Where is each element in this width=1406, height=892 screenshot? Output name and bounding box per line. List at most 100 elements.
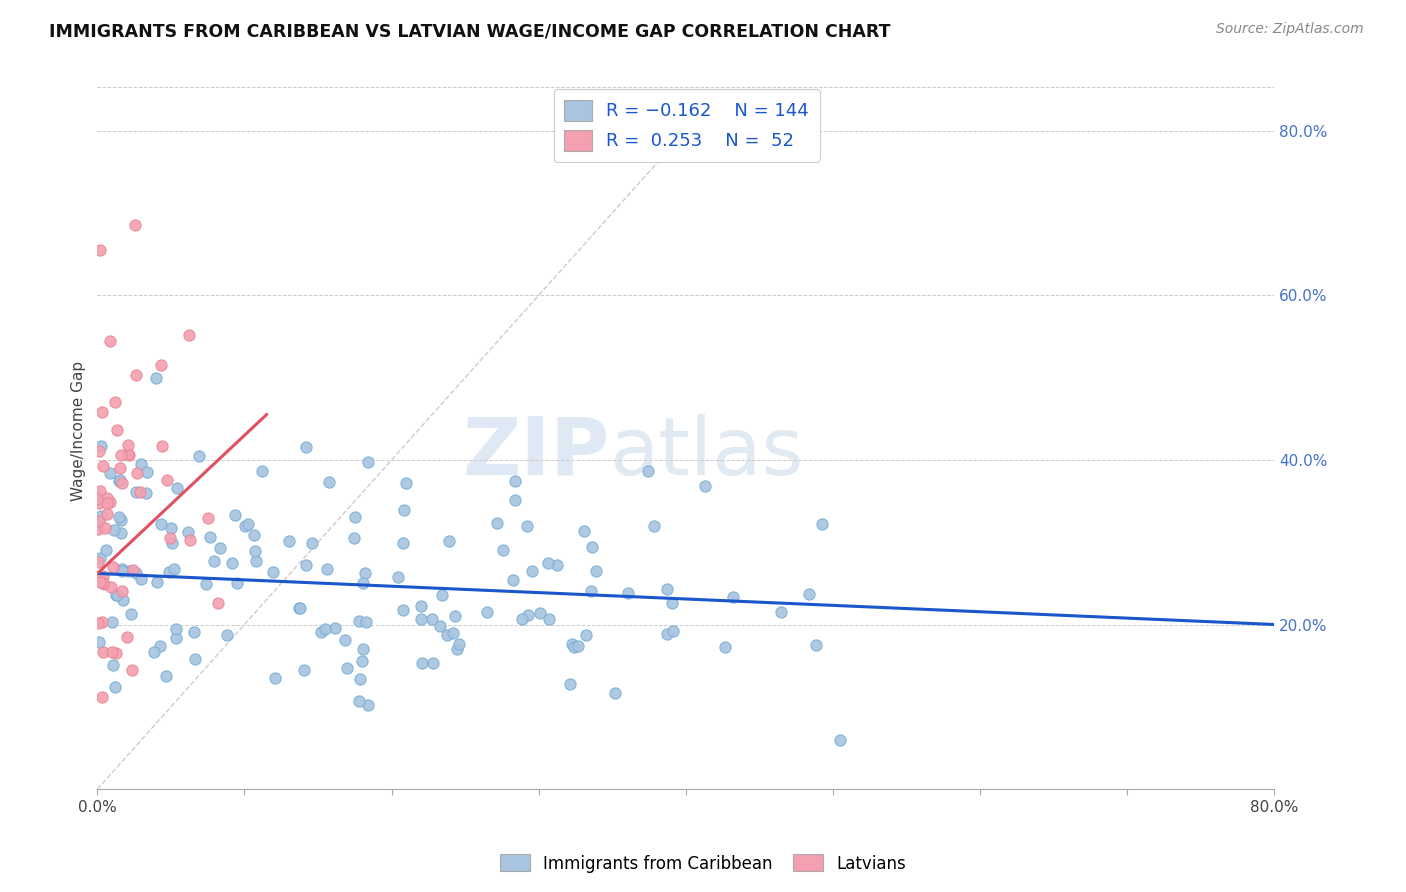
Point	[806, 638, 828, 652]
Point	[661, 624, 683, 639]
Point	[110, 448, 132, 462]
Point	[567, 639, 589, 653]
Point	[263, 671, 285, 685]
Point	[301, 536, 323, 550]
Point	[357, 698, 380, 713]
Point	[128, 484, 150, 499]
Point	[177, 328, 200, 343]
Point	[110, 513, 132, 527]
Point	[520, 564, 543, 578]
Point	[125, 466, 148, 480]
Point	[89, 551, 111, 566]
Point	[295, 558, 318, 573]
Point	[585, 564, 607, 578]
Point	[560, 677, 582, 691]
Point	[105, 423, 128, 437]
Point	[104, 588, 127, 602]
Point	[111, 475, 134, 490]
Point	[111, 584, 134, 599]
Point	[155, 473, 177, 487]
Point	[122, 563, 145, 577]
Point	[572, 524, 595, 538]
Point	[637, 464, 659, 478]
Point	[422, 657, 444, 671]
Point	[315, 562, 337, 576]
Point	[292, 663, 315, 677]
Point	[157, 566, 180, 580]
Point	[217, 627, 239, 641]
Point	[347, 614, 370, 628]
Point	[436, 628, 458, 642]
Point	[411, 656, 433, 670]
Point	[287, 600, 309, 615]
Point	[335, 632, 357, 647]
Point	[350, 654, 373, 668]
Point	[446, 642, 468, 657]
Point	[579, 584, 602, 599]
Point	[503, 474, 526, 488]
Point	[441, 625, 464, 640]
Point	[430, 588, 453, 602]
Point	[392, 502, 415, 516]
Point	[422, 612, 444, 626]
Point	[343, 510, 366, 524]
Point	[714, 640, 737, 654]
Point	[235, 519, 257, 533]
Point	[98, 495, 121, 509]
Point	[194, 577, 217, 591]
Point	[86, 616, 108, 631]
Point	[90, 509, 112, 524]
Point	[183, 624, 205, 639]
Point	[100, 580, 122, 594]
Point	[89, 496, 111, 510]
Point	[121, 663, 143, 677]
Point	[207, 596, 229, 610]
Point	[136, 465, 159, 479]
Point	[118, 564, 141, 578]
Point	[444, 609, 467, 624]
Text: IMMIGRANTS FROM CARIBBEAN VS LATVIAN WAGE/INCOME GAP CORRELATION CHART: IMMIGRANTS FROM CARIBBEAN VS LATVIAN WAG…	[49, 22, 891, 40]
Point	[209, 541, 232, 555]
Point	[142, 644, 165, 658]
Point	[353, 566, 375, 580]
Point	[120, 607, 142, 622]
Point	[394, 476, 416, 491]
Point	[245, 544, 267, 558]
Point	[529, 607, 551, 621]
Point	[96, 507, 118, 521]
Point	[90, 439, 112, 453]
Point	[89, 243, 111, 257]
Point	[429, 619, 451, 633]
Point	[655, 627, 678, 641]
Point	[149, 358, 172, 372]
Point	[129, 573, 152, 587]
Point	[135, 485, 157, 500]
Legend: Immigrants from Caribbean, Latvians: Immigrants from Caribbean, Latvians	[494, 847, 912, 880]
Point	[616, 585, 638, 599]
Point	[124, 218, 146, 232]
Point	[447, 637, 470, 651]
Point	[661, 596, 683, 610]
Point	[179, 533, 201, 548]
Point	[263, 565, 285, 579]
Point	[643, 519, 665, 533]
Point	[91, 568, 114, 582]
Point	[117, 438, 139, 452]
Point	[87, 522, 110, 536]
Point	[309, 624, 332, 639]
Point	[100, 334, 122, 348]
Point	[91, 690, 114, 704]
Point	[159, 531, 181, 545]
Point	[357, 455, 380, 469]
Point	[162, 562, 184, 576]
Point	[177, 524, 200, 539]
Point	[129, 457, 152, 471]
Point	[145, 370, 167, 384]
Point	[93, 576, 115, 591]
Point	[104, 680, 127, 694]
Point	[197, 511, 219, 525]
Point	[165, 622, 187, 636]
Point	[392, 536, 415, 550]
Point	[91, 459, 114, 474]
Point	[477, 605, 499, 619]
